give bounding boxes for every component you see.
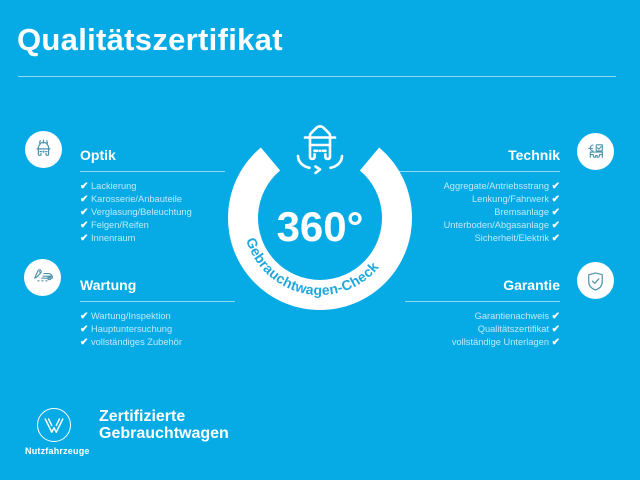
svg-text:360°: 360° [277, 203, 364, 250]
